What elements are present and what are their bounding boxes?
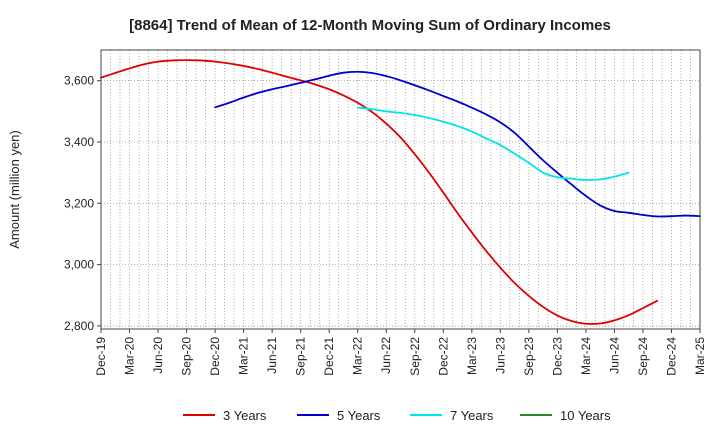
y-tick-label: 3,000 <box>64 258 94 272</box>
x-tick-label: Sep-20 <box>180 337 194 376</box>
grid <box>101 50 700 329</box>
y-tick-label: 3,200 <box>64 196 94 210</box>
y-tick-label: 3,600 <box>64 74 94 88</box>
x-tick-label: Dec-24 <box>664 337 678 376</box>
x-tick-label: Jun-21 <box>265 337 279 374</box>
legend-label: 5 Years <box>337 408 381 423</box>
x-tick-label: Jun-23 <box>493 337 507 374</box>
x-tick-label: Sep-21 <box>294 337 308 376</box>
x-axis-ticks: Dec-19 Mar-20 Jun-20 Sep-20 Dec-20 Mar-21 Jun-… <box>94 329 707 376</box>
legend-label: 7 Years <box>450 408 494 423</box>
legend: 3 Years 5 Years 7 Years 10 Years <box>183 408 611 423</box>
x-tick-label: Mar-20 <box>123 337 137 375</box>
x-tick-label: Mar-21 <box>237 337 251 375</box>
series-line-3-years <box>100 59 659 325</box>
x-tick-label: Mar-23 <box>465 337 479 375</box>
legend-label: 10 Years <box>560 408 611 423</box>
y-axis-label: Amount (million yen) <box>7 130 22 249</box>
x-tick-label: Mar-24 <box>579 337 593 375</box>
x-tick-label: Jun-22 <box>379 337 393 374</box>
series-line-7-years <box>356 106 630 181</box>
legend-label: 3 Years <box>223 408 267 423</box>
y-axis-ticks: 2,800 3,000 3,200 3,400 3,600 <box>64 74 101 333</box>
x-tick-label: Mar-22 <box>351 337 365 375</box>
x-tick-label: Dec-20 <box>208 337 222 376</box>
x-tick-label: Sep-23 <box>522 337 536 376</box>
x-tick-label: Mar-25 <box>693 337 707 375</box>
y-tick-label: 2,800 <box>64 319 94 333</box>
x-tick-label: Dec-23 <box>550 337 564 376</box>
x-tick-label: Dec-21 <box>322 337 336 376</box>
x-tick-label: Sep-22 <box>408 337 422 376</box>
x-tick-label: Jun-20 <box>151 337 165 374</box>
x-tick-label: Sep-24 <box>636 337 650 376</box>
series-line-5-years <box>214 70 701 218</box>
y-tick-label: 3,400 <box>64 135 94 149</box>
series-lines <box>100 59 701 325</box>
plot-frame <box>100 49 701 330</box>
x-tick-label: Dec-22 <box>436 337 450 376</box>
x-tick-label: Dec-19 <box>94 337 108 376</box>
x-tick-label: Jun-24 <box>607 337 621 374</box>
chart-title: [8864] Trend of Mean of 12-Month Moving … <box>129 17 611 34</box>
